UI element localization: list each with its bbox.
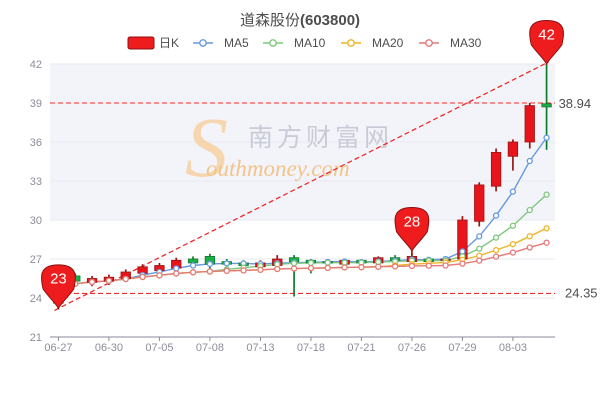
svg-text:07-26: 07-26 <box>398 342 426 354</box>
svg-text:21: 21 <box>30 332 42 344</box>
svg-text:38.94: 38.94 <box>559 96 592 111</box>
svg-text:39: 39 <box>30 98 42 110</box>
svg-text:07-05: 07-05 <box>145 342 173 354</box>
svg-text:42: 42 <box>538 26 555 43</box>
svg-text:42: 42 <box>30 59 42 71</box>
svg-text:07-13: 07-13 <box>246 342 274 354</box>
svg-text:07-18: 07-18 <box>297 342 325 354</box>
svg-text:南方财富网: 南方财富网 <box>248 124 393 152</box>
svg-text:outhmoney.com: outhmoney.com <box>206 156 350 181</box>
svg-text:33: 33 <box>30 176 42 188</box>
svg-text:06-30: 06-30 <box>95 342 123 354</box>
svg-text:27: 27 <box>30 254 42 266</box>
svg-text:07-21: 07-21 <box>347 342 375 354</box>
svg-text:08-03: 08-03 <box>499 342 527 354</box>
svg-text:23: 23 <box>50 271 67 288</box>
svg-text:06-27: 06-27 <box>44 342 72 354</box>
svg-text:24: 24 <box>30 293 42 305</box>
svg-text:28: 28 <box>404 213 421 230</box>
svg-text:07-29: 07-29 <box>448 342 476 354</box>
svg-text:30: 30 <box>30 215 42 227</box>
svg-text:36: 36 <box>30 137 42 149</box>
svg-text:07-08: 07-08 <box>196 342 224 354</box>
svg-text:24.35: 24.35 <box>565 285 598 300</box>
